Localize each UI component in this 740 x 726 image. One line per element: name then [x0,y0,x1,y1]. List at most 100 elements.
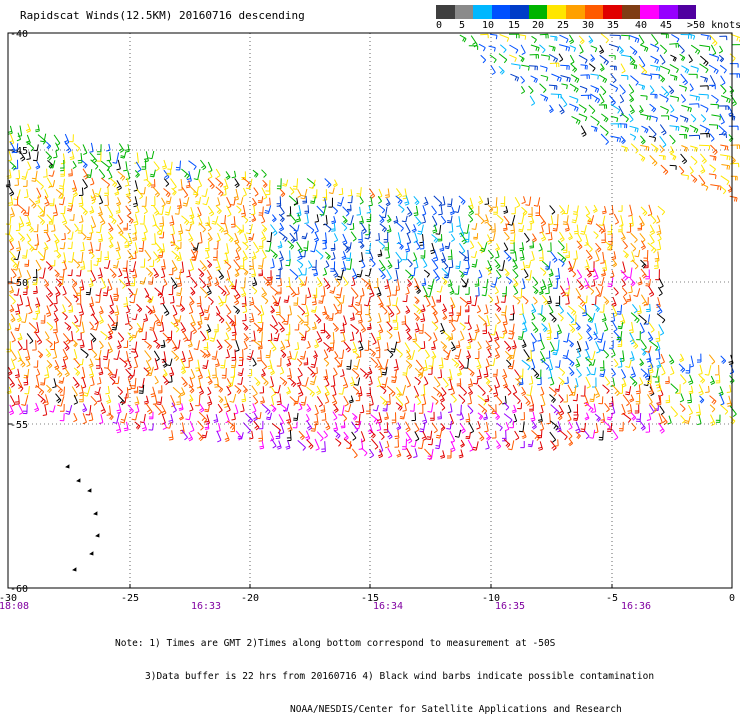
wind-barb [146,179,151,187]
wind-barb [298,315,304,324]
wind-barb [599,45,603,53]
wind-barb [441,216,446,224]
wind-barb [431,342,435,350]
wind-barb [437,286,442,293]
map-axes [8,33,732,588]
wind-barb [228,234,234,242]
time-tick-label: 18:08 [0,601,29,612]
wind-barb [621,114,628,123]
wind-barb [519,35,525,40]
wind-barb [335,439,341,447]
wind-barb [488,205,493,212]
wind-barb [402,439,406,450]
wind-barb [591,368,596,375]
wind-barb [33,243,38,250]
wind-barb [113,413,120,424]
wind-barb [628,205,632,216]
wind-barb [45,332,49,341]
wind-barb [208,162,212,172]
wind-barb [521,262,525,270]
wind-barb [124,422,128,431]
wind-barb [376,332,380,340]
wind-barb [72,279,77,287]
wind-barb [665,376,669,383]
wind-barb [69,134,73,141]
wind-barb [650,155,657,165]
wind-barb [157,397,162,405]
wind-barb [146,268,152,277]
wind-barb [329,188,334,194]
wind-barb [614,287,619,295]
wind-barb [514,286,518,295]
wind-barb [188,432,192,441]
wind-barb [506,277,511,284]
wind-barb [416,360,422,370]
wind-barb [621,75,628,79]
wind-barb [467,296,471,303]
wind-barb [180,262,184,273]
wind-barb [533,297,537,304]
wind-barb [324,278,330,289]
wind-barb [205,415,209,425]
wind-barb [430,412,434,420]
wind-barb [719,55,724,62]
wind-barb [352,369,359,378]
wind-barb [403,368,408,376]
wind-barb [59,179,65,189]
wind-barb [126,369,133,380]
wind-barb [90,552,93,555]
wind-barb [522,196,526,203]
wind-barb [573,206,578,215]
wind-barb [509,55,516,62]
wind-barb [602,313,606,321]
wind-barb [97,377,101,384]
wind-barb [43,169,47,177]
wind-barb [205,422,209,429]
wind-barb [204,405,209,411]
wind-barb [217,340,222,350]
wind-barb [259,441,263,449]
wind-barb [455,430,461,437]
wind-barb [331,223,335,231]
wind-barb [637,305,641,314]
wind-barb [252,198,256,206]
wind-barb [173,305,177,316]
wind-barb [205,250,209,258]
wind-barb [451,386,455,394]
wind-barb [27,234,31,243]
wind-barb [466,432,471,438]
wind-barb [559,104,564,114]
wind-barb [679,354,683,362]
wind-barb [539,405,543,413]
wind-barb [104,359,109,368]
wind-barb [96,243,101,251]
wind-barb [433,332,437,341]
wind-barb [65,368,70,377]
wind-barb [509,324,515,334]
wind-barb [277,196,281,206]
wind-barb [541,94,548,101]
wind-barb [377,378,381,387]
wind-barb [203,197,209,205]
wind-barb [79,188,83,196]
wind-barb [641,74,651,80]
wind-barb [478,385,486,396]
wind-barb [540,34,548,38]
wind-barb [234,189,238,200]
wind-barb [448,250,452,260]
wind-barb [107,152,111,161]
wind-barb [395,259,399,268]
wind-barb [72,322,79,332]
wind-barb [709,174,716,179]
wind-barb [258,269,262,275]
wind-barb [92,216,96,228]
wind-barb [272,215,276,222]
wind-barb [595,414,600,422]
wind-barb [194,169,200,180]
wind-barb [488,332,492,342]
wind-barb [478,342,482,350]
wind-barb [171,225,175,235]
wind-barb [352,342,357,353]
wind-barb [224,223,229,234]
wind-barb [353,359,360,369]
